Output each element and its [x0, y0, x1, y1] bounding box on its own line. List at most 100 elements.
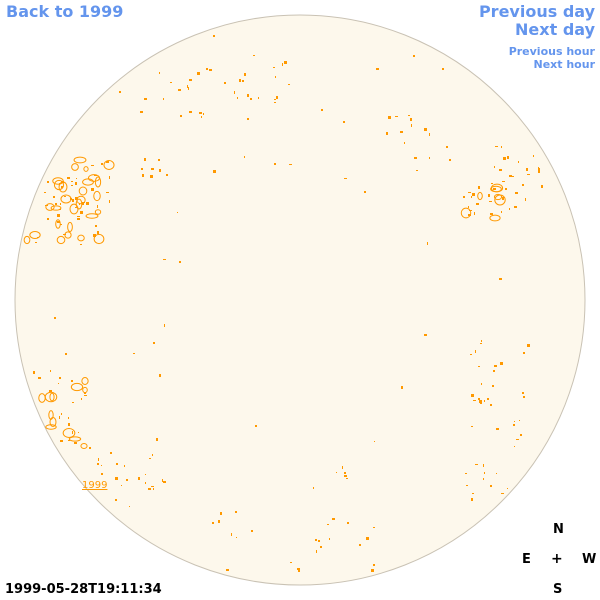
activity-contour: [44, 192, 46, 193]
activity-contour: [481, 383, 482, 385]
activity-contour: [400, 131, 403, 133]
activity-contour: [82, 386, 88, 394]
previous-day-link[interactable]: Previous day: [478, 2, 595, 21]
activity-contour: [209, 69, 212, 71]
activity-contour: [318, 540, 320, 542]
activity-contour: [527, 174, 530, 175]
next-day-link[interactable]: Next day: [515, 20, 595, 39]
activity-contour: [47, 181, 49, 183]
activity-contour: [470, 354, 472, 355]
year-label[interactable]: 1999: [82, 480, 107, 491]
activity-contour: [95, 211, 96, 212]
activity-contour: [93, 233, 105, 245]
activity-contour: [76, 178, 77, 179]
activity-contour: [244, 73, 246, 76]
activity-contour: [471, 394, 474, 397]
activity-contour: [142, 174, 144, 177]
activity-contour: [188, 87, 189, 90]
activity-contour: [159, 169, 161, 172]
activity-contour: [416, 170, 418, 171]
activity-contour: [336, 472, 337, 473]
activity-contour: [162, 480, 163, 482]
activity-contour: [35, 242, 37, 243]
activity-contour: [61, 186, 63, 188]
activity-contour: [315, 539, 317, 541]
observation-timestamp: 1999-05-28T19:11:34: [5, 582, 162, 597]
activity-contour: [159, 72, 160, 74]
activity-contour: [153, 342, 155, 344]
activity-contour: [501, 493, 504, 494]
activity-contour: [75, 198, 83, 210]
activity-contour: [59, 209, 61, 210]
activity-contour: [329, 538, 330, 540]
activity-contour: [490, 213, 493, 215]
activity-contour: [189, 79, 192, 81]
activity-contour: [376, 68, 379, 70]
activity-contour: [166, 174, 168, 176]
activity-contour: [251, 530, 253, 532]
activity-contour: [197, 72, 200, 75]
activity-contour: [446, 146, 448, 148]
activity-contour: [258, 97, 259, 99]
activity-contour: [274, 102, 276, 103]
activity-contour: [475, 350, 476, 353]
activity-contour: [87, 174, 101, 182]
activity-contour: [474, 212, 475, 215]
activity-contour: [519, 420, 520, 421]
activity-contour: [471, 498, 473, 501]
previous-hour-link[interactable]: Previous hour: [508, 45, 595, 58]
activity-contour: [525, 198, 526, 201]
activity-contour: [344, 475, 347, 477]
activity-contour: [81, 398, 82, 400]
activity-contour: [366, 537, 369, 540]
activity-contour: [449, 159, 451, 160]
activity-contour: [75, 207, 77, 208]
activity-contour: [97, 463, 99, 465]
next-hour-link[interactable]: Next hour: [533, 58, 596, 71]
activity-contour: [410, 118, 412, 121]
activity-contour: [58, 383, 59, 384]
activity-contour: [72, 402, 74, 403]
activity-contour: [68, 417, 69, 419]
activity-contour: [501, 146, 502, 148]
activity-contour: [77, 218, 80, 220]
activity-contour: [47, 218, 49, 220]
activity-contour: [152, 454, 153, 456]
activity-contour: [61, 181, 64, 183]
activity-contour: [149, 458, 151, 459]
activity-contour: [493, 193, 503, 201]
activity-contour: [69, 203, 79, 215]
activity-contour: [231, 533, 232, 536]
activity-contour: [494, 166, 495, 168]
back-to-year-link[interactable]: Back to 1999: [6, 2, 124, 21]
activity-contour: [273, 67, 275, 68]
activity-contour: [212, 522, 214, 524]
activity-contour: [59, 377, 61, 379]
activity-contour: [518, 161, 519, 163]
activity-contour: [509, 175, 512, 177]
activity-contour: [110, 452, 112, 454]
activity-contour: [538, 171, 540, 173]
activity-contour: [374, 441, 375, 442]
activity-contour: [144, 98, 147, 100]
activity-contour: [91, 165, 94, 166]
activity-contour: [373, 527, 375, 528]
activity-contour: [60, 194, 72, 204]
activity-contour: [282, 63, 283, 66]
activity-contour: [500, 362, 503, 365]
activity-contour: [502, 181, 505, 182]
activity-contour: [332, 518, 335, 520]
activity-contour: [49, 392, 55, 402]
activity-contour: [119, 91, 121, 93]
activity-contour: [86, 202, 89, 205]
activity-contour: [414, 157, 417, 159]
activity-contour: [45, 424, 57, 430]
activity-contour: [151, 168, 154, 170]
activity-contour: [126, 479, 128, 481]
activity-contour: [538, 167, 539, 169]
activity-contour: [75, 197, 78, 200]
activity-contour: [70, 382, 84, 392]
activity-contour: [80, 211, 83, 214]
activity-contour: [284, 61, 287, 64]
